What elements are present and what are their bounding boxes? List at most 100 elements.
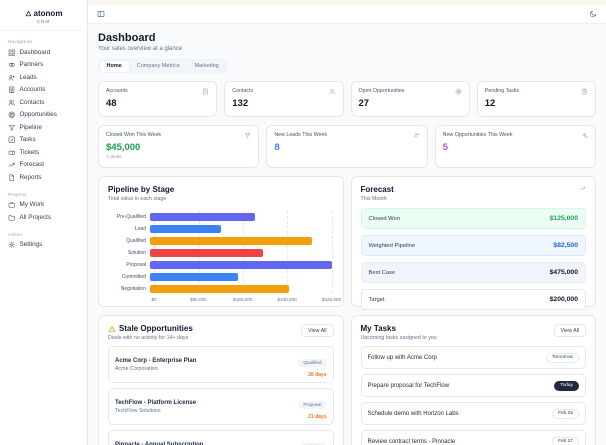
stale-opportunity-item[interactable]: Acme Corp - Enterprise Plan Acme Corpora… — [108, 346, 334, 383]
forecast-value: $475,000 — [549, 269, 578, 276]
topbar — [88, 5, 606, 24]
stat-card-contacts[interactable]: Contacts 132 — [224, 81, 344, 117]
sidebar-item-tasks[interactable]: Tasks — [0, 134, 87, 147]
brand-tag: CRM — [36, 19, 51, 24]
chart-bar-row: Negotiation — [108, 283, 334, 295]
sidebar-item-accounts[interactable]: Accounts — [0, 84, 87, 97]
sidebar-item-partners[interactable]: Partners — [0, 59, 87, 72]
sidebar-item-opportunities[interactable]: Opportunities — [0, 109, 87, 122]
x-tick: $320,000 — [321, 297, 342, 302]
due-badge: Feb 25 — [552, 408, 579, 419]
trophy-icon — [245, 132, 251, 138]
moon-icon[interactable] — [589, 10, 597, 18]
x-tick: $0 — [151, 297, 157, 302]
sidebar-item-label: Tasks — [19, 136, 36, 144]
sidebar-item-pipeline[interactable]: Pipeline — [0, 121, 87, 134]
stat-label: Open Opportunities — [358, 88, 405, 94]
sidebar-item-label: Accounts — [19, 86, 46, 94]
sidebar-item-leads[interactable]: Leads — [0, 71, 87, 84]
tab-company-metrics[interactable]: Company Metrics — [136, 63, 180, 69]
forecast-label: Best Case — [368, 269, 396, 276]
stage-badge: Proposal — [298, 400, 327, 409]
sidebar-item-label: All Projects — [19, 213, 52, 221]
category-label: Committed — [121, 274, 146, 280]
bar-negotiation[interactable] — [150, 284, 289, 294]
task-item[interactable]: Prepare proposal for TechFlow Today — [360, 374, 586, 397]
task-item[interactable]: Follow up with Acme Corp Tomorrow — [360, 346, 586, 369]
page-title: Dashboard — [98, 32, 156, 44]
dashboard-content: Dashboard Your sales overview at a glanc… — [88, 24, 606, 445]
target-icon — [455, 88, 462, 95]
sidebar-toggle-icon[interactable] — [97, 10, 105, 18]
tasks-subtitle: Upcoming tasks assigned to you — [360, 335, 437, 341]
tab-home[interactable]: Home — [99, 60, 129, 72]
stale-view-all-button[interactable]: View All — [301, 324, 334, 337]
brand-logo-icon — [25, 10, 31, 17]
page-subtitle: Your sales overview at a glance — [98, 46, 183, 52]
bar-solution[interactable] — [150, 248, 264, 258]
weekly-cards-row: Closed Won This Week $45,000 3 deals New… — [98, 125, 596, 168]
sidebar-section-admin: Admin — [8, 231, 23, 237]
sidebar-item-dashboard[interactable]: Dashboard — [0, 46, 87, 59]
stat-card-open-opportunities[interactable]: Open Opportunities 27 — [350, 81, 470, 117]
card-new-leads-week[interactable]: New Leads This Week 8 — [266, 125, 428, 168]
stale-opportunity-item[interactable]: Pinnacle - Annual Subscription Pinnacle … — [108, 430, 334, 445]
task-name: Schedule demo with Horizon Labs — [367, 410, 459, 417]
forecast-value: $125,000 — [549, 215, 578, 222]
bar-qualified[interactable] — [150, 236, 312, 246]
stat-label: Closed Won This Week — [106, 132, 162, 138]
bar-pre-qualified[interactable] — [150, 212, 255, 222]
stale-opportunity-item[interactable]: TechFlow - Platform License TechFlow Sol… — [108, 388, 334, 425]
x-tick: $240,000 — [277, 297, 297, 302]
forecast-value: $200,000 — [549, 296, 578, 303]
tasks-view-all-button[interactable]: View All — [553, 324, 586, 337]
bar-proposal[interactable] — [150, 260, 332, 270]
sidebar-item-tickets[interactable]: Tickets — [0, 146, 87, 159]
stat-value: $45,000 — [106, 142, 141, 153]
forecast-value: $82,500 — [553, 242, 578, 249]
card-new-opportunities-week[interactable]: New Opportunities This Week 5 — [434, 125, 596, 168]
card-closed-won-week[interactable]: Closed Won This Week $45,000 3 deals — [98, 125, 260, 168]
stat-value: 12 — [484, 98, 496, 109]
stat-value: 8 — [274, 142, 280, 153]
task-item[interactable]: Schedule demo with Horizon Labs Feb 25 — [360, 402, 586, 425]
stat-subtext: 3 deals — [106, 155, 122, 160]
sidebar-item-forecast[interactable]: Forecast — [0, 159, 87, 172]
pipeline-chart: Pre-Qualified Lead Qualified Solution — [108, 211, 341, 305]
users-icon — [8, 99, 15, 106]
sidebar-item-settings[interactable]: Settings — [0, 239, 87, 252]
stat-card-accounts[interactable]: Accounts 48 — [98, 81, 218, 117]
x-tick: $160,000 — [233, 297, 253, 302]
gear-icon — [8, 241, 15, 248]
tab-marketing[interactable]: Marketing — [194, 63, 219, 69]
task-item[interactable]: Review contract terms - Pinnacle Feb 27 — [360, 430, 586, 445]
stat-value: 48 — [106, 98, 117, 109]
clipboard-icon — [582, 88, 587, 95]
bar-committed[interactable] — [150, 272, 238, 282]
sidebar-item-contacts[interactable]: Contacts — [0, 96, 87, 109]
opportunity-name: Pinnacle - Annual Subscription — [115, 441, 204, 445]
sidebar-item-my-work[interactable]: My Work — [0, 199, 87, 212]
sparkles-icon — [582, 132, 588, 139]
sidebar-item-reports[interactable]: Reports — [0, 171, 87, 184]
forecast-row-closed-won: Closed Won $125,000 — [360, 208, 586, 229]
pipeline-by-stage-card: Pipeline by Stage Total value in each st… — [98, 176, 344, 307]
forecast-label: Target — [368, 296, 385, 303]
sidebar-item-all-projects[interactable]: All Projects — [0, 211, 87, 224]
stat-label: New Opportunities This Week — [442, 132, 513, 138]
due-badge: Today — [554, 380, 579, 391]
dashboard-tabs: Home Company Metrics Marketing — [98, 59, 228, 73]
category-label: Lead — [134, 226, 146, 232]
funnel-icon — [8, 124, 15, 131]
category-label: Solution — [127, 250, 146, 256]
days-stale: 26 days — [308, 372, 327, 378]
bar-lead[interactable] — [150, 224, 221, 234]
forecast-row-best-case: Best Case $475,000 — [360, 262, 586, 283]
chart-bar-row: Proposal — [108, 259, 334, 271]
stat-value: 27 — [358, 98, 370, 109]
stat-card-pending-tasks[interactable]: Pending Tasks 12 — [476, 81, 596, 117]
brand-name: atonom — [33, 9, 63, 18]
task-name: Follow up with Acme Corp — [367, 354, 437, 361]
stat-label: Pending Tasks — [484, 88, 520, 94]
file-icon — [9, 174, 15, 181]
